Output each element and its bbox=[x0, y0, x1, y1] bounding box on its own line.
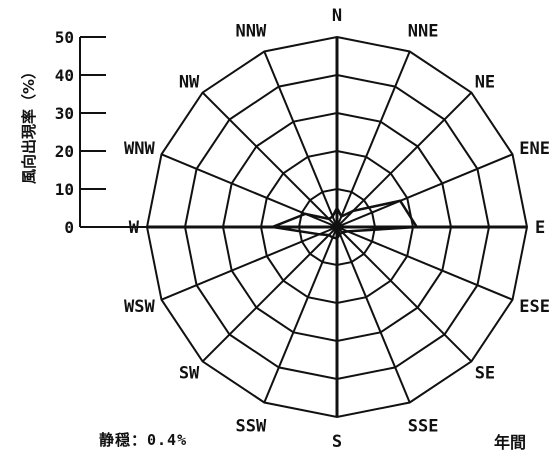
spoke-SSE bbox=[336, 226, 411, 403]
direction-label-N: N bbox=[332, 6, 342, 26]
data-point-ENE bbox=[399, 199, 402, 202]
series-layer bbox=[267, 199, 419, 240]
data-point-ESE bbox=[346, 230, 349, 233]
data-point-N bbox=[335, 206, 339, 210]
direction-spokes bbox=[147, 37, 527, 417]
data-point-NNE bbox=[340, 215, 343, 218]
scale-tick-label-20: 20 bbox=[55, 142, 74, 161]
direction-label-SW: SW bbox=[179, 364, 200, 384]
direction-label-S: S bbox=[332, 432, 342, 452]
data-point-S bbox=[335, 237, 339, 240]
spoke-SSW bbox=[263, 226, 338, 403]
spoke-ESE bbox=[336, 226, 513, 301]
direction-label-WSW: WSW bbox=[124, 297, 155, 317]
direction-label-NE: NE bbox=[475, 72, 495, 92]
data-point-WSW bbox=[318, 233, 321, 236]
scale-tick-label-30: 30 bbox=[55, 104, 74, 123]
scale-tick-label-40: 40 bbox=[55, 66, 74, 85]
data-point-NW bbox=[327, 217, 331, 221]
spoke-NE bbox=[336, 91, 473, 228]
data-point-W bbox=[271, 225, 274, 229]
spoke-NNE bbox=[336, 51, 411, 228]
direction-label-WNW: WNW bbox=[124, 139, 155, 159]
data-point-NE bbox=[351, 209, 355, 213]
direction-label-NW: NW bbox=[179, 72, 200, 92]
direction-label-ENE: ENE bbox=[519, 139, 550, 159]
direction-label-SSW: SSW bbox=[235, 416, 266, 436]
data-point-SW bbox=[327, 233, 331, 237]
direction-label-NNW: NNW bbox=[235, 22, 266, 42]
data-point-SSE bbox=[338, 232, 342, 236]
radial-scale: 0 10 20 30 40 50 bbox=[55, 28, 147, 237]
scale-tick-label-0: 0 bbox=[64, 218, 74, 237]
spoke-NW bbox=[201, 91, 338, 228]
direction-label-SE: SE bbox=[475, 364, 495, 384]
spoke-SE bbox=[336, 226, 473, 363]
direction-label-ESE: ESE bbox=[519, 297, 550, 317]
data-point-NNW bbox=[331, 215, 334, 218]
data-point-SE bbox=[341, 231, 344, 234]
spoke-NNW bbox=[263, 51, 338, 228]
direction-label-NNE: NNE bbox=[408, 22, 439, 42]
direction-label-E: E bbox=[535, 218, 545, 238]
period-label: 年間 bbox=[494, 433, 527, 452]
y-axis-label: 風向出現率（%） bbox=[20, 64, 38, 184]
calm-rate-text: 静穏：0.4% bbox=[99, 431, 188, 449]
scale-tick-label-50: 50 bbox=[55, 28, 74, 47]
data-point-SSW bbox=[331, 236, 334, 239]
scale-tick-label-10: 10 bbox=[55, 180, 74, 199]
spoke-SW bbox=[201, 226, 338, 363]
data-point-WNW bbox=[304, 212, 307, 216]
spoke-ENE bbox=[336, 153, 513, 228]
spoke-WSW bbox=[161, 226, 338, 301]
direction-label-SSE: SSE bbox=[408, 416, 439, 436]
data-point-E bbox=[415, 225, 418, 229]
